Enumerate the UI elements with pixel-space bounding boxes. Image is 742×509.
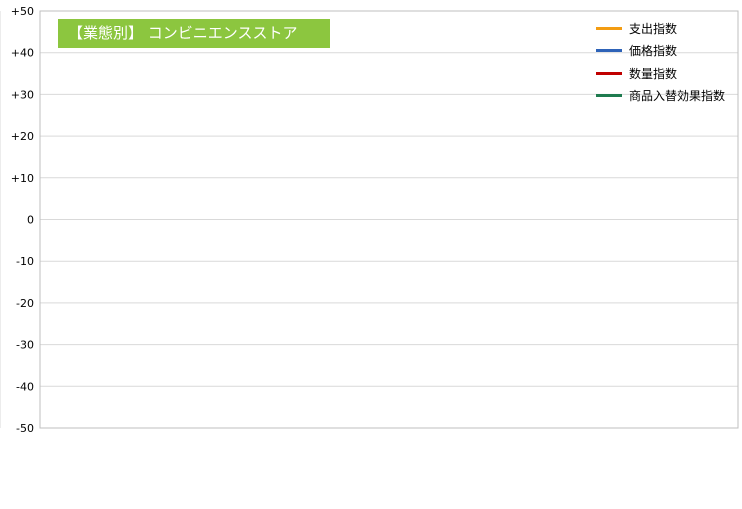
legend-label-product-turnover: 商品入替効果指数 xyxy=(629,89,726,104)
y-tick-label: +10 xyxy=(11,172,34,185)
y-tick-label: -50 xyxy=(16,422,34,435)
legend-swatch-price xyxy=(596,49,622,53)
legend-item: 支出指数 xyxy=(596,17,725,40)
legend-item: 数量指数 xyxy=(596,62,725,85)
chart-title: 【業態別】 コンビニエンスストア xyxy=(58,19,330,48)
y-tick-label: -10 xyxy=(16,255,34,268)
legend: 支出指数 価格指数 数量指数 商品入替効果指数 xyxy=(596,17,725,107)
legend-label-quantity: 数量指数 xyxy=(629,66,678,81)
legend-swatch-spending xyxy=(596,26,622,30)
y-tick-label: +30 xyxy=(11,88,34,101)
legend-swatch-quantity xyxy=(596,71,622,75)
y-tick-label: +50 xyxy=(11,5,34,18)
y-tick-label: 0 xyxy=(27,214,34,227)
plot-frame xyxy=(39,10,739,429)
y-tick-label: +40 xyxy=(11,47,34,60)
y-tick-label: -20 xyxy=(16,297,34,310)
y-tick-label: +20 xyxy=(11,130,34,143)
legend-item: 商品入替効果指数 xyxy=(596,85,725,108)
y-tick-label: -30 xyxy=(16,339,34,352)
legend-swatch-product-turnover xyxy=(596,94,622,98)
legend-label-price: 価格指数 xyxy=(629,44,678,59)
y-tick-label: -40 xyxy=(16,380,34,393)
legend-label-spending: 支出指数 xyxy=(629,21,678,36)
legend-item: 価格指数 xyxy=(596,40,725,63)
